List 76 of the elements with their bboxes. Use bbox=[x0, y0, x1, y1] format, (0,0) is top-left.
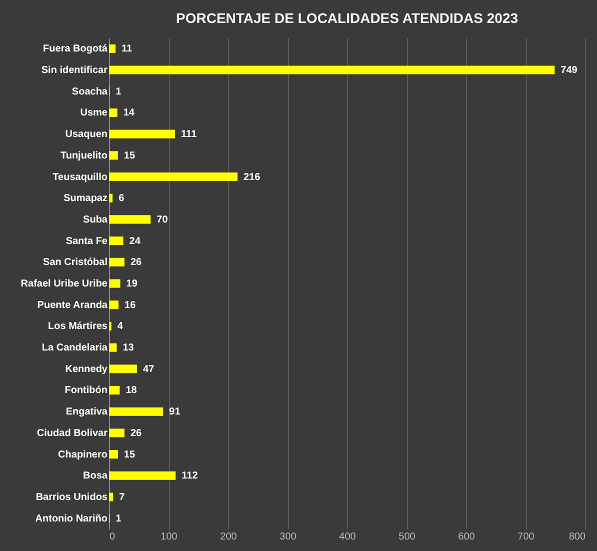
bar bbox=[109, 194, 113, 202]
y-tick-label: San Cristóbal bbox=[43, 257, 108, 268]
bar bbox=[109, 450, 118, 459]
data-label: 14 bbox=[123, 108, 135, 119]
y-tick-label: Suba bbox=[83, 214, 108, 226]
y-tick-label: Fontibón bbox=[64, 385, 108, 396]
data-label: 91 bbox=[169, 406, 181, 418]
y-tick-label: La Candelaria bbox=[42, 342, 108, 354]
x-tick-label: 500 bbox=[398, 532, 416, 542]
y-tick-label: Kennedy bbox=[65, 364, 108, 375]
bar bbox=[109, 343, 117, 352]
data-label: 216 bbox=[244, 172, 261, 183]
chart-title: PORCENTAJE DE LOCALIDADES ATENDIDAS 2023 bbox=[176, 10, 518, 26]
bar bbox=[109, 386, 120, 395]
y-tick-label: Chapinero bbox=[58, 449, 108, 460]
y-tick-label: Santa Fe bbox=[66, 236, 108, 247]
y-tick-label: Fuera Bogotá bbox=[43, 44, 108, 55]
data-label: 24 bbox=[129, 236, 141, 247]
data-label: 15 bbox=[124, 449, 136, 460]
x-tick-label: 100 bbox=[160, 532, 178, 542]
bar bbox=[109, 130, 176, 138]
bar bbox=[109, 364, 137, 374]
bar bbox=[109, 300, 119, 310]
y-tick-label: Barrios Unidos bbox=[36, 492, 108, 503]
data-label: 112 bbox=[182, 470, 198, 482]
y-tick-label: Usme bbox=[80, 108, 108, 119]
data-label: 13 bbox=[122, 342, 134, 354]
x-tick-label: 600 bbox=[458, 532, 476, 542]
bar bbox=[109, 492, 114, 502]
data-label: 7 bbox=[119, 492, 126, 503]
bar bbox=[109, 428, 124, 438]
y-tick-label: Bosa bbox=[83, 470, 108, 482]
data-label: 19 bbox=[126, 278, 138, 290]
x-tick-label: 300 bbox=[280, 532, 297, 542]
data-label: 11 bbox=[122, 44, 133, 55]
bar bbox=[109, 258, 124, 266]
data-label: 15 bbox=[124, 150, 136, 162]
y-tick-label: Puente Aranda bbox=[37, 300, 108, 311]
bar bbox=[109, 279, 120, 288]
y-tick-label: Los Mártires bbox=[48, 321, 108, 332]
bar bbox=[109, 66, 555, 74]
data-label: 1 bbox=[116, 513, 122, 524]
data-label: 47 bbox=[142, 364, 155, 375]
data-label: 18 bbox=[126, 385, 138, 396]
bar bbox=[109, 172, 238, 182]
data-label: 749 bbox=[560, 65, 578, 76]
x-tick-label: 200 bbox=[220, 532, 238, 542]
y-tick-label: Antonio Nariño bbox=[35, 513, 108, 524]
bar bbox=[109, 471, 176, 480]
y-tick-label: Rafael Uribe Uribe bbox=[20, 278, 108, 290]
data-label: 1 bbox=[116, 86, 122, 98]
bar bbox=[109, 215, 151, 224]
y-tick-label: Tunjuelito bbox=[60, 150, 108, 162]
x-tick-label: 400 bbox=[339, 532, 356, 542]
y-tick-label: Sumapaz bbox=[64, 193, 108, 204]
y-tick-label: Teusaquillo bbox=[52, 172, 108, 183]
data-label: 4 bbox=[117, 321, 124, 332]
y-tick-label: Soacha bbox=[72, 86, 108, 98]
bar bbox=[109, 151, 118, 160]
data-label: 26 bbox=[130, 257, 142, 268]
x-tick-label: 700 bbox=[518, 532, 535, 542]
y-tick-label: Engativa bbox=[66, 406, 108, 418]
data-label: 16 bbox=[124, 300, 136, 311]
x-tick-label: 0 bbox=[110, 532, 116, 542]
data-label: 26 bbox=[130, 428, 142, 439]
y-tick-label: Sin identificar bbox=[41, 65, 108, 76]
data-label: 70 bbox=[156, 214, 168, 226]
y-tick-label: Usaquen bbox=[65, 129, 108, 140]
data-label: 6 bbox=[118, 193, 125, 204]
bar bbox=[109, 236, 124, 246]
bar bbox=[109, 44, 116, 53]
x-tick-label: 800 bbox=[568, 532, 586, 542]
data-label: 111 bbox=[181, 129, 198, 140]
y-tick-label: Ciudad Bolivar bbox=[36, 428, 108, 439]
bar bbox=[109, 108, 118, 117]
bar bbox=[109, 407, 164, 416]
